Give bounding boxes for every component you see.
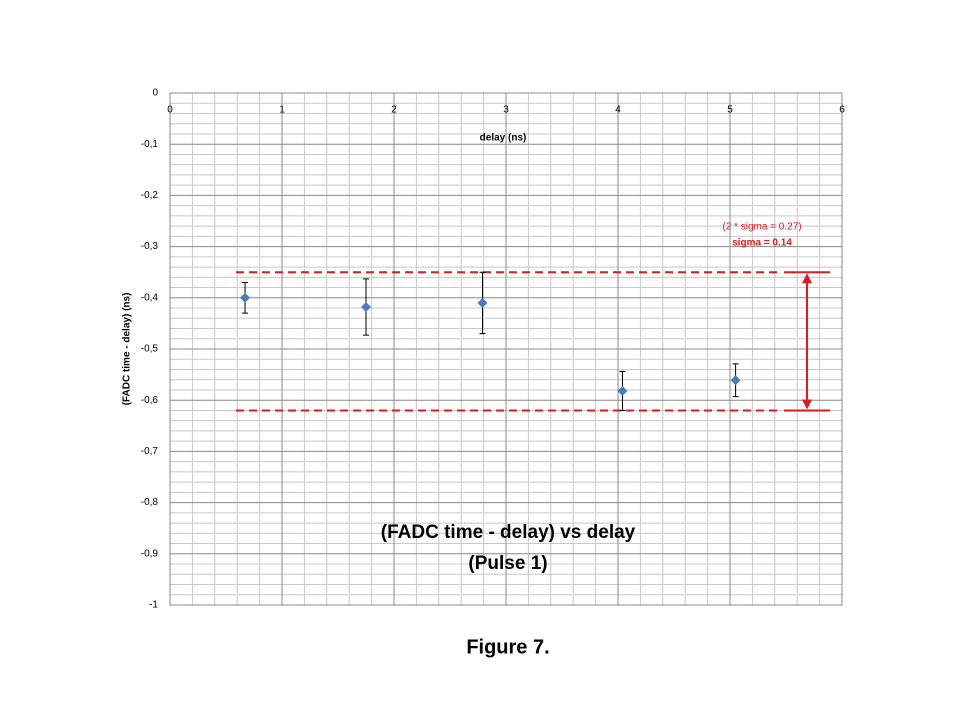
- annotation: (2 * sigma = 0.27): [722, 222, 801, 233]
- chart-title: (FADC time - delay) vs delay: [381, 522, 636, 543]
- data-point: [361, 302, 371, 313]
- arrow-head: [802, 273, 812, 284]
- data-point: [730, 375, 741, 386]
- y-tick-label: 0: [152, 88, 158, 99]
- y-tick-label: -0,1: [141, 139, 159, 150]
- y-tick-label: -0,8: [141, 497, 159, 508]
- data-point: [617, 385, 628, 396]
- chart-title: (Pulse 1): [468, 553, 547, 574]
- x-tick-label: 6: [839, 105, 845, 116]
- y-tick-label: -0,6: [141, 395, 159, 406]
- x-tick-label: 4: [615, 105, 621, 116]
- y-tick-label: -0,7: [141, 446, 159, 457]
- y-tick-label: -0,3: [141, 241, 159, 252]
- y-tick-label: -0,5: [141, 344, 159, 355]
- y-tick-label: -1: [149, 600, 158, 611]
- x-axis-label: delay (ns): [480, 133, 527, 144]
- y-tick-label: -0,9: [141, 548, 159, 559]
- arrow-head: [802, 399, 812, 410]
- data-point: [477, 297, 488, 308]
- y-tick-label: -0,4: [141, 292, 159, 303]
- x-tick-label: 5: [727, 105, 733, 116]
- x-tick-label: 3: [503, 105, 509, 116]
- caption: Figure 7.: [466, 636, 549, 658]
- annotation: sigma = 0.14: [732, 238, 792, 249]
- y-tick-label: -0,2: [141, 190, 159, 201]
- x-tick-label: 1: [279, 105, 285, 116]
- x-tick-label: 0: [167, 105, 173, 116]
- y-axis-label: (FADC time - delay) (ns): [122, 293, 133, 406]
- data-point: [240, 292, 251, 303]
- x-tick-label: 2: [391, 105, 397, 116]
